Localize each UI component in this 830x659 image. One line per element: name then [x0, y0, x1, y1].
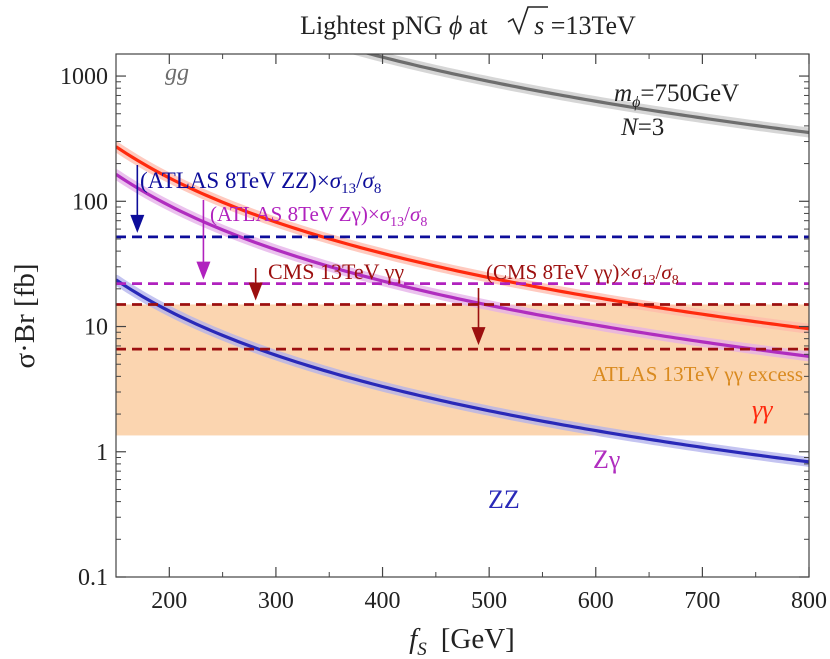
series-line-2 [116, 172, 809, 358]
chart-title: Lightest pNG ϕ at s =13TeV [300, 11, 636, 40]
limit-label-cms-13: CMS 13TeV γγ [268, 259, 404, 284]
y-axis-label: σ·Br [fb] [9, 263, 41, 368]
limit-arrow-head-1 [196, 261, 211, 280]
plot-frame [115, 53, 810, 578]
x-axis-label: fS [GeV] [409, 623, 515, 659]
x-tick-label-600: 600 [578, 588, 614, 614]
x-tick-label-300: 300 [258, 588, 294, 614]
x-tick-label-500: 500 [471, 588, 507, 614]
limit-arrow-head-3 [471, 327, 486, 346]
n-annotation: N=3 [620, 114, 664, 141]
x-tick-label-800: 800 [791, 588, 827, 614]
series-label-gg: gg [165, 60, 189, 86]
series-line-0 [364, 54, 809, 135]
x-tick-label-700: 700 [684, 588, 720, 614]
y-tick-label-10: 10 [84, 315, 108, 341]
x-tick-label-200: 200 [151, 588, 187, 614]
series-label-gamma-gamma: γγ [752, 395, 773, 424]
limit-label-atlas-zz: (ATLAS 8TeV ZZ)×σ13/σ8 [140, 168, 381, 197]
limit-arrow-head-0 [130, 214, 145, 233]
sqrt-sign [507, 6, 548, 36]
x-tick-label-400: 400 [365, 588, 401, 614]
series-line-3 [116, 278, 809, 464]
y-tick-label-1000: 1000 [60, 64, 108, 90]
limit-label-cms-8: (CMS 8TeV γγ)×σ13/σ8 [486, 260, 679, 288]
mass-annotation: mϕ=750GeV [614, 80, 739, 111]
series-label-z-gamma: Zγ [593, 445, 620, 474]
y-tick-label-1: 1 [96, 440, 108, 466]
y-tick-label-100: 100 [72, 189, 108, 215]
series-line-1 [116, 145, 809, 331]
excess-band [116, 304, 809, 436]
limit-arrow-head-2 [248, 282, 263, 301]
band-label: ATLAS 13TeV γγ excess [592, 362, 803, 386]
y-tick-label-0.1: 0.1 [78, 565, 108, 591]
limit-label-atlas-z-gamma: (ATLAS 8TeV Zγ)×σ13/σ8 [210, 202, 427, 230]
series-label-zz: ZZ [488, 485, 520, 514]
